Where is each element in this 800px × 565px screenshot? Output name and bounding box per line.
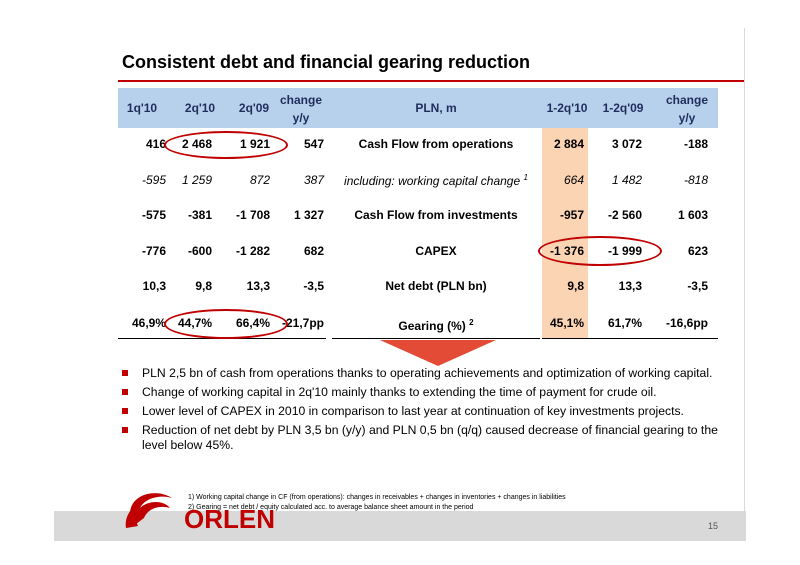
down-arrow-icon (380, 340, 496, 366)
list-item: Change of working capital in 2q'10 mainl… (122, 385, 737, 400)
table-cell: 872 (249, 173, 270, 187)
header-change-yy-1: change (279, 93, 322, 107)
table-cell: 9,8 (195, 279, 212, 293)
header-2q10: 2q'10 (184, 101, 216, 115)
bullet-square-icon (122, 427, 128, 433)
table-cell: 1 327 (293, 208, 324, 222)
table-cell: 46,9% (131, 316, 166, 330)
table-cell: 10,3 (142, 279, 166, 293)
footnotes: 1) Working capital change in CF (from op… (188, 493, 566, 513)
bullet-square-icon (122, 408, 128, 414)
table-cell: 1 482 (611, 173, 642, 187)
footnote-marker-2: 2 (469, 318, 474, 327)
table-bottom-rule-right (542, 338, 718, 339)
header-change-yy-1b: y/y (292, 111, 310, 125)
header-1-2q09: 1-2q'09 (602, 101, 644, 115)
table-cell: 45,1% (549, 316, 584, 330)
table-cell: -600 (187, 244, 212, 258)
page-title: Consistent debt and financial gearing re… (122, 52, 531, 72)
highlight-oval-gearing (164, 309, 288, 339)
title-underline (118, 80, 744, 82)
table-header: 1q'10 2q'10 2q'09 change y/y PLN, m 1-2q… (118, 88, 718, 128)
footnote-marker-1: 1 (523, 173, 528, 182)
table-cell: -3,5 (303, 279, 324, 293)
table-cell: -16,6pp (665, 316, 708, 330)
footer-band (54, 511, 746, 541)
logo-wordmark: ORLEN (184, 504, 275, 534)
row-label-gearing: Gearing (%) 2 (398, 318, 474, 333)
highlight-column-1-2q10 (542, 128, 588, 338)
table-cell: -818 (683, 173, 708, 187)
table-cell: -1 282 (235, 244, 270, 258)
orlen-logo: ORLEN (125, 493, 275, 534)
footnote-2: 2) Gearing = net debt / equity calculate… (188, 504, 474, 511)
header-2q09: 2q'09 (238, 101, 270, 115)
header-1-2q10: 1-2q'10 (546, 101, 588, 115)
list-item: Reduction of net debt by PLN 3,5 bn (y/y… (122, 423, 737, 453)
orlen-eagle-icon (125, 493, 172, 528)
table-cell: 547 (303, 137, 324, 151)
list-item: PLN 2,5 bn of cash from operations thank… (122, 366, 737, 381)
table-cell: -21,7pp (281, 316, 324, 330)
table-cell: 13,3 (618, 279, 642, 293)
table-cell: -957 (559, 208, 584, 222)
page-number: 15 (708, 521, 719, 531)
table-bottom-rule-mid (332, 338, 540, 339)
list-item: Lower level of CAPEX in 2010 in comparis… (122, 404, 737, 419)
table-cell: 664 (563, 173, 584, 187)
table-cell: 3 072 (611, 137, 642, 151)
table-cell: -595 (141, 173, 166, 187)
table-cell: 682 (303, 244, 324, 258)
header-change-yy-2b: y/y (678, 111, 696, 125)
table-cell: 61,7% (607, 316, 642, 330)
header-pln-m: PLN, m (415, 101, 457, 115)
highlight-oval-cash-flow (164, 131, 288, 159)
table-cell: -188 (683, 137, 708, 151)
row-label-capex: CAPEX (415, 244, 457, 258)
table-cell: -1 708 (235, 208, 270, 222)
header-change-yy-2: change (665, 93, 708, 107)
row-label-working-capital-change: including: working capital change 1 (344, 173, 528, 188)
table-cell: 13,3 (246, 279, 270, 293)
table-cell: -381 (187, 208, 212, 222)
table-cell: -2 560 (607, 208, 642, 222)
bullet-square-icon (122, 389, 128, 395)
bullet-list: PLN 2,5 bn of cash from operations thank… (122, 366, 737, 457)
table-cell: 1 259 (181, 173, 212, 187)
highlight-oval-capex (538, 236, 662, 266)
right-divider-line (744, 28, 745, 540)
row-label-cash-flow-investments: Cash Flow from investments (354, 208, 518, 222)
table-cell: 623 (687, 244, 708, 258)
footnote-1: 1) Working capital change in CF (from op… (188, 494, 566, 501)
table-cell: 2 884 (553, 137, 584, 151)
row-label-net-debt: Net debt (PLN bn) (385, 279, 487, 293)
table-cell: 9,8 (567, 279, 584, 293)
table-cell: 387 (303, 173, 324, 187)
table-cell: 1 603 (677, 208, 708, 222)
table-cell: -575 (141, 208, 166, 222)
row-label-cash-flow-operations: Cash Flow from operations (358, 137, 514, 151)
table-cell: -776 (141, 244, 166, 258)
table-cell: 416 (145, 137, 166, 151)
bullet-square-icon (122, 370, 128, 376)
header-1q10: 1q'10 (126, 101, 158, 115)
table-cell: -3,5 (687, 279, 708, 293)
